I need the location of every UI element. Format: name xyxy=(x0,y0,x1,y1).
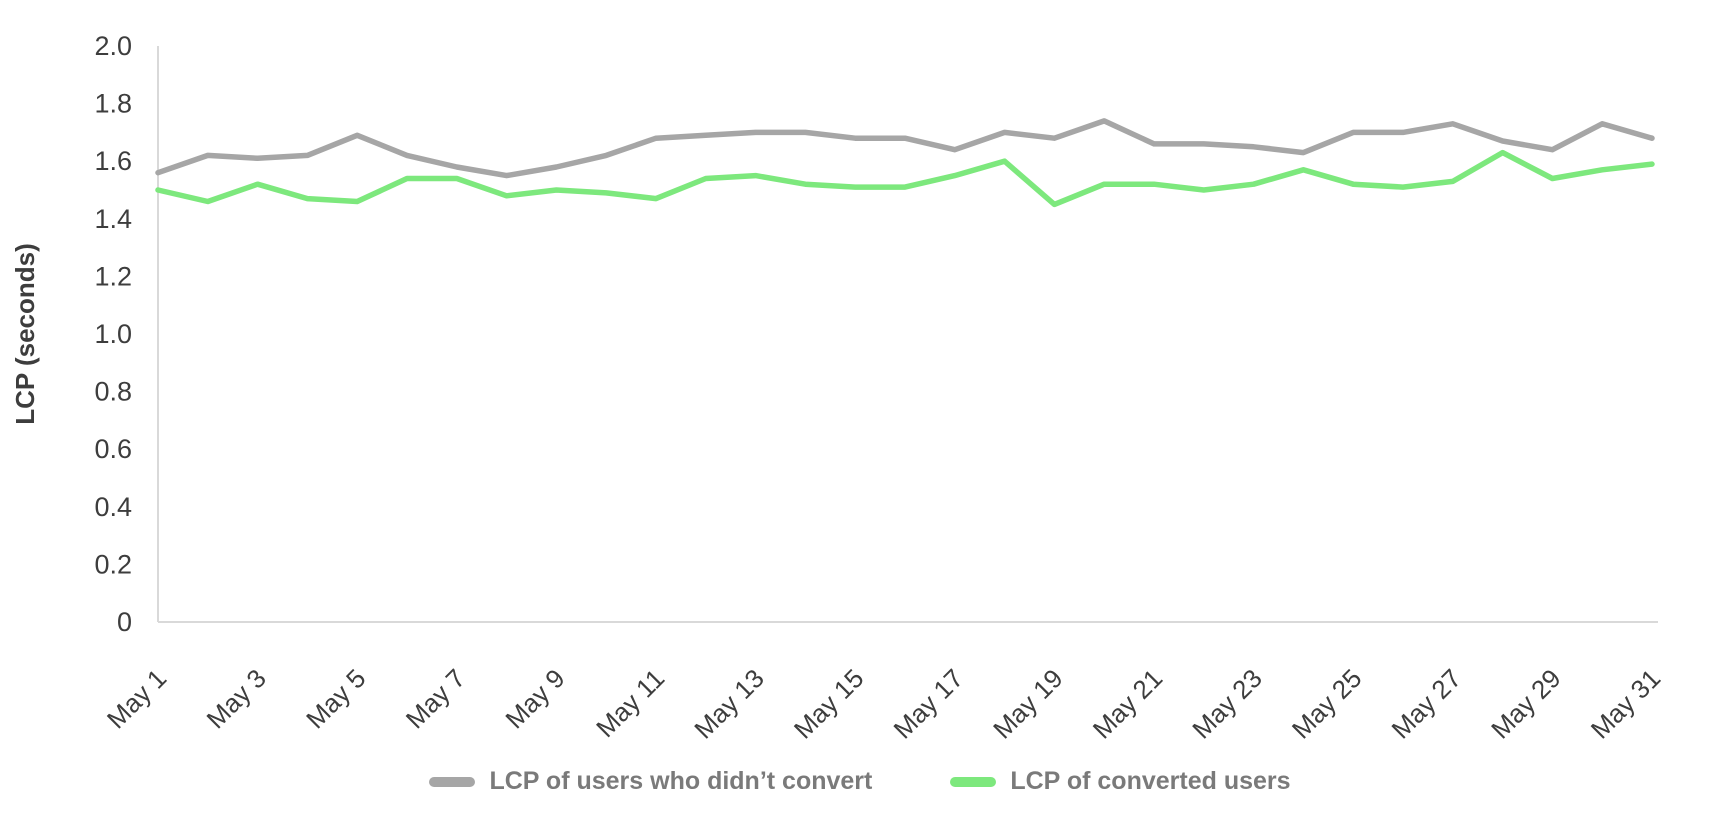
x-tick-label: May 13 xyxy=(688,663,770,745)
legend-item-non-converted: LCP of users who didn’t convert xyxy=(429,769,872,794)
y-tick-label: 0.8 xyxy=(94,377,132,407)
x-tick-label: May 19 xyxy=(987,663,1069,745)
y-tick-label: 2.0 xyxy=(94,31,132,61)
y-tick-label: 1.6 xyxy=(94,146,132,176)
y-tick-label: 0.4 xyxy=(94,492,132,522)
line-chart-canvas: 0 0.2 0.4 0.6 0.8 1.0 1.2 1.4 1.6 1.8 2.0 May 1 May … xyxy=(10,31,1667,745)
y-tick-label: 0.2 xyxy=(94,549,132,579)
x-tick-label: May 23 xyxy=(1186,663,1268,745)
x-tick-label: May 31 xyxy=(1585,663,1667,745)
x-tick-label: May 29 xyxy=(1485,663,1567,745)
x-tick-label: May 15 xyxy=(788,663,870,745)
non-converted-users-line xyxy=(155,118,1655,179)
legend-label-converted: LCP of converted users xyxy=(1010,767,1291,795)
x-tick-label: May 11 xyxy=(590,663,670,743)
legend-swatch-converted xyxy=(950,776,997,787)
x-tick-label: May 9 xyxy=(499,663,570,734)
legend-swatch-non-converted xyxy=(429,776,476,787)
chart-legend: LCP of users who didn’t convert LCP of c… xyxy=(0,755,1720,840)
y-tick-label: 1.4 xyxy=(94,204,132,234)
y-axis-title: LCP (seconds) xyxy=(10,243,40,425)
legend-label-non-converted: LCP of users who didn’t convert xyxy=(489,767,873,795)
x-tick-label: May 3 xyxy=(201,663,272,734)
y-tick-label: 1.2 xyxy=(94,261,132,291)
converted-users-line xyxy=(155,149,1655,208)
y-tick-label: 1.0 xyxy=(94,319,132,349)
x-tick-label: May 27 xyxy=(1386,663,1468,745)
x-tick-label: May 7 xyxy=(400,663,471,734)
x-tick-label: May 5 xyxy=(300,663,371,734)
x-tick-label: May 25 xyxy=(1286,663,1368,745)
legend-item-converted: LCP of converted users xyxy=(950,767,1291,795)
y-tick-label: 0 xyxy=(117,607,132,637)
x-tick-label: May 21 xyxy=(1087,663,1169,745)
y-tick-label: 0.6 xyxy=(94,434,132,464)
x-tick-label: May 17 xyxy=(888,663,970,745)
y-tick-label: 1.8 xyxy=(94,89,132,119)
x-tick-label: May 1 xyxy=(101,663,172,734)
